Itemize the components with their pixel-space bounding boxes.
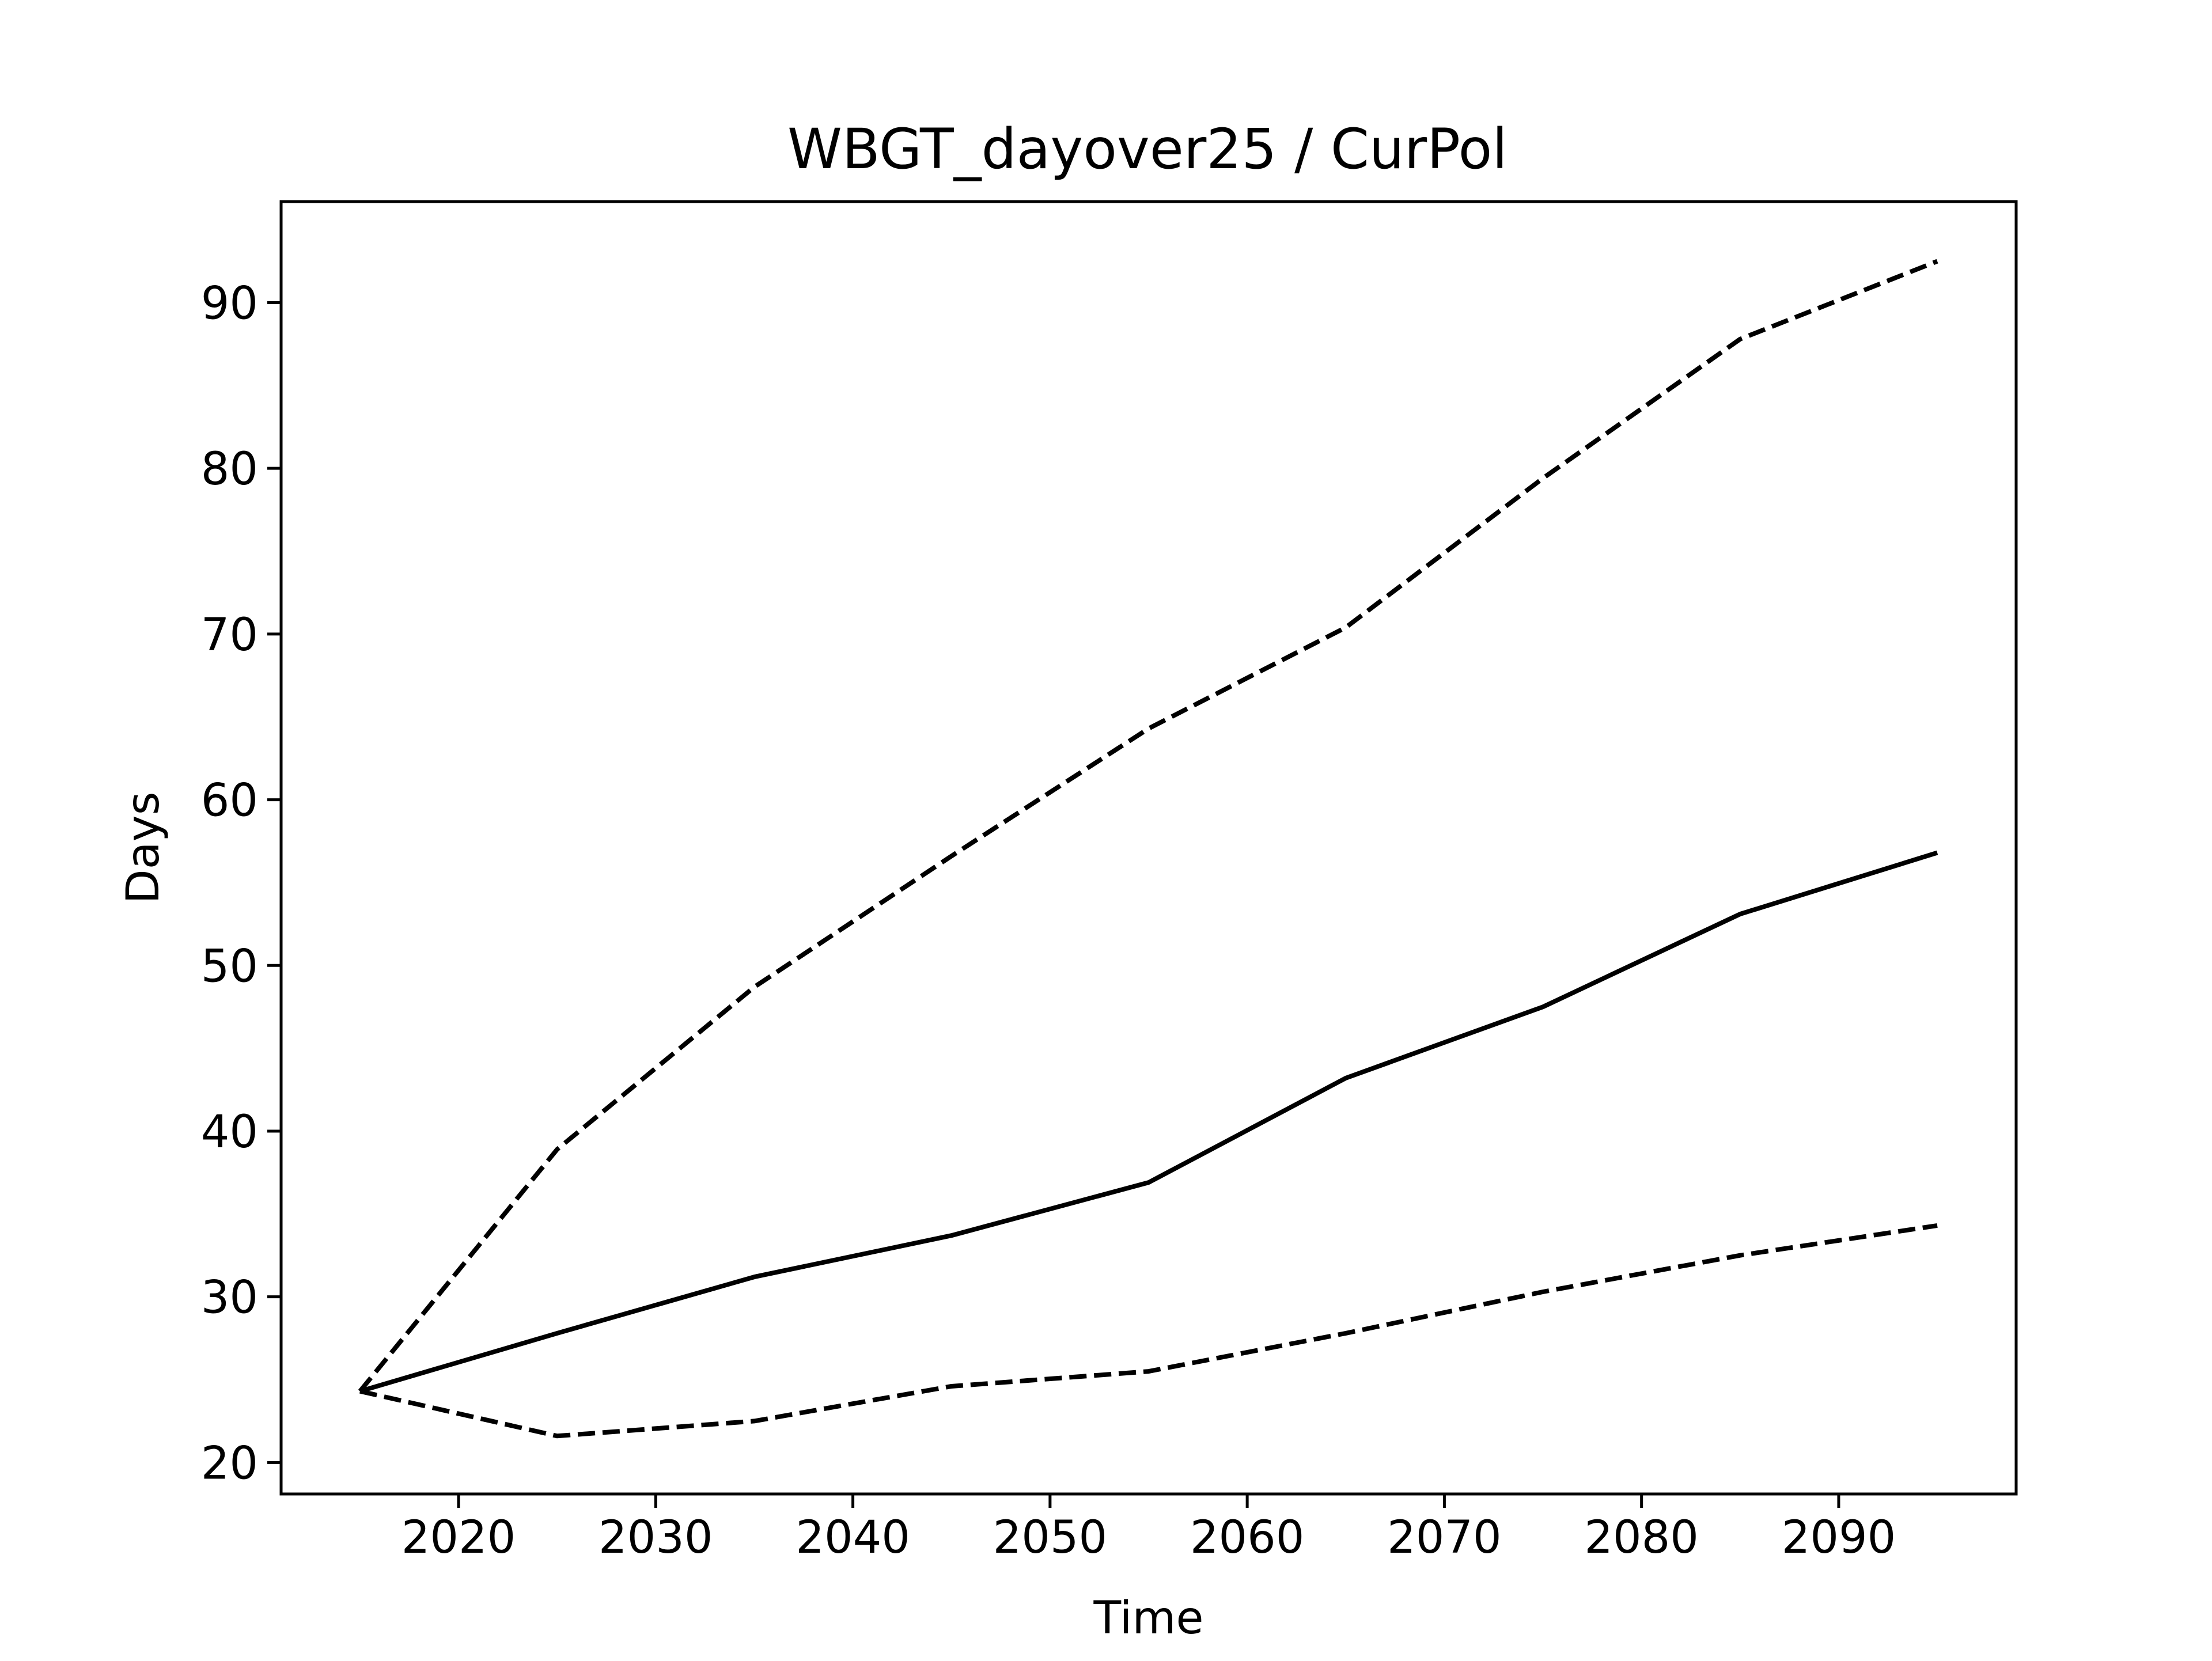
y-tick-label: 80 xyxy=(201,443,258,495)
plot-frame xyxy=(279,200,2018,1496)
series-line-3 xyxy=(359,1223,1938,1439)
y-axis-label: Days xyxy=(118,792,169,904)
x-axis: 2020 2030 2040 2050 2060 2070 2080 2090 xyxy=(402,1494,1896,1564)
plot-area xyxy=(358,259,1938,1439)
series-line-1 xyxy=(359,850,1938,1394)
x-tick-label: 2030 xyxy=(599,1512,713,1564)
y-tick-label: 60 xyxy=(201,775,258,827)
x-tick-label: 2050 xyxy=(993,1512,1108,1564)
y-tick-label: 40 xyxy=(201,1106,258,1158)
x-tick-label: 2070 xyxy=(1387,1512,1502,1564)
x-axis-label: Time xyxy=(1093,1592,1204,1644)
y-tick-label: 70 xyxy=(201,609,258,661)
y-tick-label: 30 xyxy=(201,1272,258,1324)
y-tick-label: 90 xyxy=(201,278,258,329)
x-tick-label: 2040 xyxy=(796,1512,910,1564)
x-tick-label: 2020 xyxy=(402,1512,516,1564)
x-tick-label: 2080 xyxy=(1584,1512,1699,1564)
series-line-2 xyxy=(358,259,1938,1393)
x-tick-label: 2060 xyxy=(1190,1512,1305,1564)
chart-title: WBGT_dayover25 / CurPol xyxy=(787,117,1508,181)
y-tick-label: 20 xyxy=(201,1438,258,1489)
x-tick-label: 2090 xyxy=(1782,1512,1896,1564)
y-axis: 20 30 40 50 60 70 80 90 xyxy=(201,278,281,1489)
y-tick-label: 50 xyxy=(201,941,258,992)
